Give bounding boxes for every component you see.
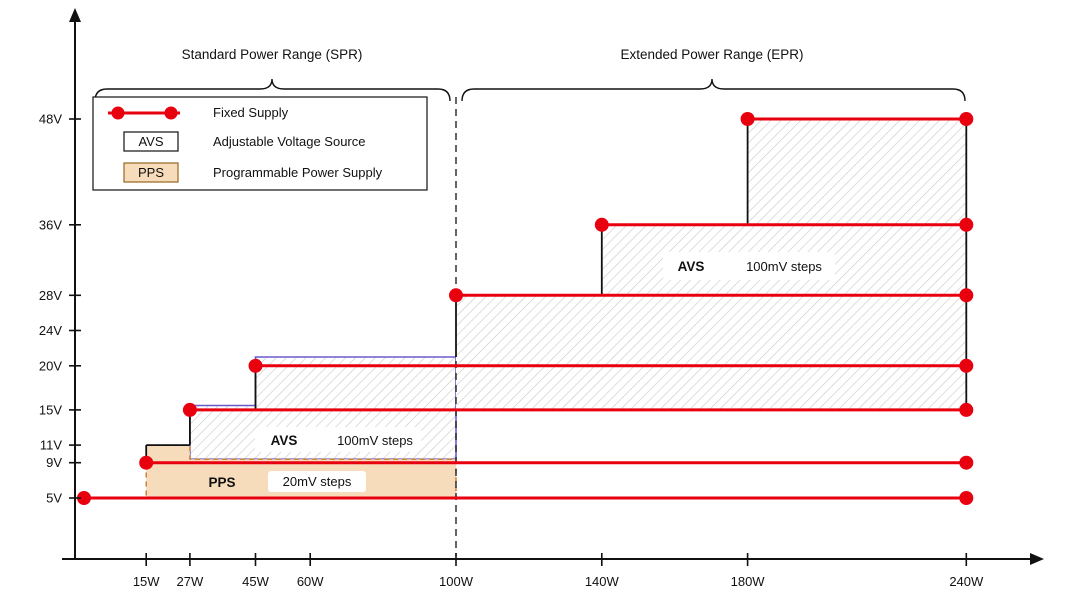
legend-fixed-supply-label: Fixed Supply bbox=[213, 105, 289, 120]
fixed-supply-dot-20v-45w bbox=[248, 358, 263, 373]
x-tick-label: 60W bbox=[297, 574, 324, 589]
legend-avs-label: Adjustable Voltage Source bbox=[213, 134, 366, 149]
y-tick-label: 36V bbox=[39, 217, 62, 232]
x-ticks: 15W 27W 45W 60W 100W 140W 180W 240W bbox=[133, 553, 984, 589]
fixed-supply-dot-48v-240w bbox=[959, 112, 974, 126]
legend-avs-abbr: AVS bbox=[138, 134, 163, 149]
fixed-supply-dot-36v-240w bbox=[959, 217, 974, 232]
y-tick-label: 15V bbox=[39, 402, 62, 417]
y-tick-label: 28V bbox=[39, 288, 62, 303]
x-tick-label: 240W bbox=[949, 574, 984, 589]
axes: 15W 27W 45W 60W 100W 140W 180W 240W 5V 9V 11V 15V 2… bbox=[39, 8, 1044, 589]
fixed-supply-dot-9v-240w bbox=[959, 455, 974, 470]
legend-fixed-supply-dot bbox=[164, 106, 178, 120]
y-tick-label: 9V bbox=[46, 455, 62, 470]
pps-steps-label: 20mV steps bbox=[283, 474, 352, 489]
fixed-supply-dot-9v-15w bbox=[139, 455, 154, 470]
y-tick-label: 48V bbox=[39, 112, 62, 127]
x-axis-arrow bbox=[1030, 553, 1044, 565]
epr-avs-label: AVS bbox=[678, 259, 705, 274]
y-ticks: 5V 9V 11V 15V 20V 24V 28V 36V 48V bbox=[39, 112, 81, 506]
fixed-supply-lines-layer bbox=[84, 117, 967, 500]
legend: Fixed Supply AVS Adjustable Voltage Sour… bbox=[92, 96, 428, 191]
y-tick-label: 24V bbox=[39, 323, 62, 338]
x-tick-label: 180W bbox=[731, 574, 766, 589]
x-tick-label: 15W bbox=[133, 574, 160, 589]
pps-steps-chip bbox=[268, 471, 366, 492]
spr-title: Standard Power Range (SPR) bbox=[182, 47, 363, 62]
fixed-supply-dot-5v-240w bbox=[959, 491, 974, 505]
fixed-supply-dot-5v-0w bbox=[77, 491, 91, 505]
legend-pps-swatch bbox=[123, 162, 179, 183]
legend-pps-abbr: PPS bbox=[138, 165, 164, 180]
spr-brace bbox=[94, 78, 451, 102]
spr-avs-steps-label: 100mV steps bbox=[337, 433, 413, 448]
x-tick-label: 100W bbox=[439, 574, 474, 589]
legend-pps-label: Programmable Power Supply bbox=[213, 165, 383, 180]
x-tick-label: 27W bbox=[177, 574, 204, 589]
pps-label: PPS bbox=[208, 475, 235, 490]
legend-fixed-supply-dot bbox=[111, 106, 125, 120]
fixed-supply-dot-48v-180w bbox=[740, 112, 755, 126]
spr-avs-label-chip bbox=[255, 427, 421, 452]
epr-avs-steps-label: 100mV steps bbox=[746, 259, 822, 274]
y-tick-label: 20V bbox=[39, 358, 62, 373]
y-tick-label: 11V bbox=[40, 438, 62, 453]
legend-avs-swatch bbox=[123, 131, 179, 152]
spr-avs-label: AVS bbox=[271, 433, 298, 448]
fixed-supply-dot-15v-27w bbox=[182, 402, 197, 417]
fixed-supply-dot-28v-100w bbox=[449, 288, 463, 303]
x-tick-label: 140W bbox=[585, 574, 620, 589]
x-tick-label: 45W bbox=[242, 574, 269, 589]
fixed-supply-dots-layer bbox=[77, 112, 974, 505]
epr-brace bbox=[461, 78, 966, 102]
epr-title: Extended Power Range (EPR) bbox=[620, 47, 803, 62]
epr-avs-label-chip bbox=[663, 252, 835, 280]
spr-avs-annotation: AVS 100mV steps bbox=[255, 427, 421, 452]
y-tick-label: 5V bbox=[46, 491, 62, 506]
fixed-supply-dot-15v-240w bbox=[959, 402, 974, 417]
y-axis-arrow bbox=[69, 8, 81, 22]
fixed-supply-dot-36v-140w bbox=[594, 217, 609, 232]
pps-annotation: PPS 20mV steps bbox=[208, 471, 366, 492]
epr-avs-annotation: AVS 100mV steps bbox=[663, 252, 835, 280]
fixed-supply-dot-28v-240w bbox=[959, 288, 974, 303]
fixed-supply-dot-20v-240w bbox=[959, 358, 974, 373]
